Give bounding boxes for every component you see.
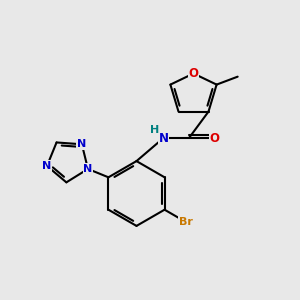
Text: N: N	[77, 139, 86, 149]
Text: N: N	[158, 131, 169, 145]
Text: H: H	[151, 124, 160, 135]
Text: O: O	[209, 131, 220, 145]
Text: N: N	[83, 164, 93, 174]
Text: Br: Br	[179, 217, 193, 227]
Text: O: O	[188, 67, 199, 80]
Text: N: N	[42, 161, 52, 171]
